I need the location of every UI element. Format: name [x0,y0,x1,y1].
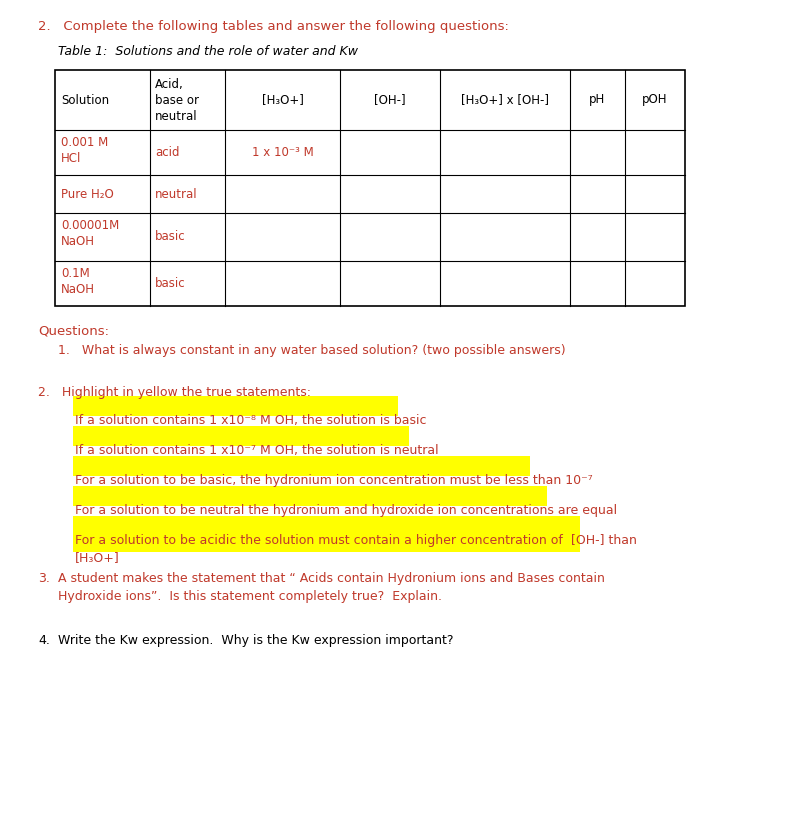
Text: 1.   What is always constant in any water based solution? (two possible answers): 1. What is always constant in any water … [58,344,565,357]
Text: Pure H₂O: Pure H₂O [61,187,114,201]
Text: basic: basic [155,230,185,244]
Text: If a solution contains 1 x10⁻⁷ M OH, the solution is neutral: If a solution contains 1 x10⁻⁷ M OH, the… [75,444,439,457]
Text: Write the Kw expression.  Why is the Kw expression important?: Write the Kw expression. Why is the Kw e… [58,634,453,647]
Text: Table 1:  Solutions and the role of water and Kw: Table 1: Solutions and the role of water… [58,45,358,58]
Bar [73,516,580,552]
Text: pH: pH [589,93,606,107]
Text: 2.   Highlight in yellow the true statements:: 2. Highlight in yellow the true statemen… [38,386,311,399]
Text: 1 x 10⁻³ M: 1 x 10⁻³ M [252,146,313,159]
Text: Solution: Solution [61,93,109,107]
Text: 0.1M
NaOH: 0.1M NaOH [61,267,95,296]
Text: [H₃O+] x [OH-]: [H₃O+] x [OH-] [461,93,549,107]
Text: acid: acid [155,146,180,159]
Bar [55,70,685,306]
Text: 4.: 4. [38,634,50,647]
Text: Acid,
base or
neutral: Acid, base or neutral [155,78,199,123]
Text: If a solution contains 1 x10⁻⁸ M OH, the solution is basic: If a solution contains 1 x10⁻⁸ M OH, the… [75,414,426,427]
Text: 3.: 3. [38,572,50,585]
Text: For a solution to be basic, the hydronium ion concentration must be less than 10: For a solution to be basic, the hydroniu… [75,474,593,487]
Text: [OH-]: [OH-] [374,93,405,107]
Bar [73,456,530,476]
Text: A student makes the statement that “ Acids contain Hydronium ions and Bases cont: A student makes the statement that “ Aci… [58,572,605,603]
Bar [73,486,546,506]
Text: 2.   Complete the following tables and answer the following questions:: 2. Complete the following tables and ans… [38,20,509,33]
Bar [73,426,409,446]
Bar [73,396,398,416]
Text: Questions:: Questions: [38,324,109,337]
Text: For a solution to be neutral the hydronium and hydroxide ion concentrations are : For a solution to be neutral the hydroni… [75,504,617,517]
Text: neutral: neutral [155,187,198,201]
Text: For a solution to be acidic the solution must contain a higher concentration of : For a solution to be acidic the solution… [75,534,637,564]
Text: basic: basic [155,277,185,290]
Text: 0.001 M
HCl: 0.001 M HCl [61,136,108,165]
Text: [H₃O+]: [H₃O+] [262,93,304,107]
Text: 0.00001M
NaOH: 0.00001M NaOH [61,219,119,248]
Text: pOH: pOH [642,93,668,107]
